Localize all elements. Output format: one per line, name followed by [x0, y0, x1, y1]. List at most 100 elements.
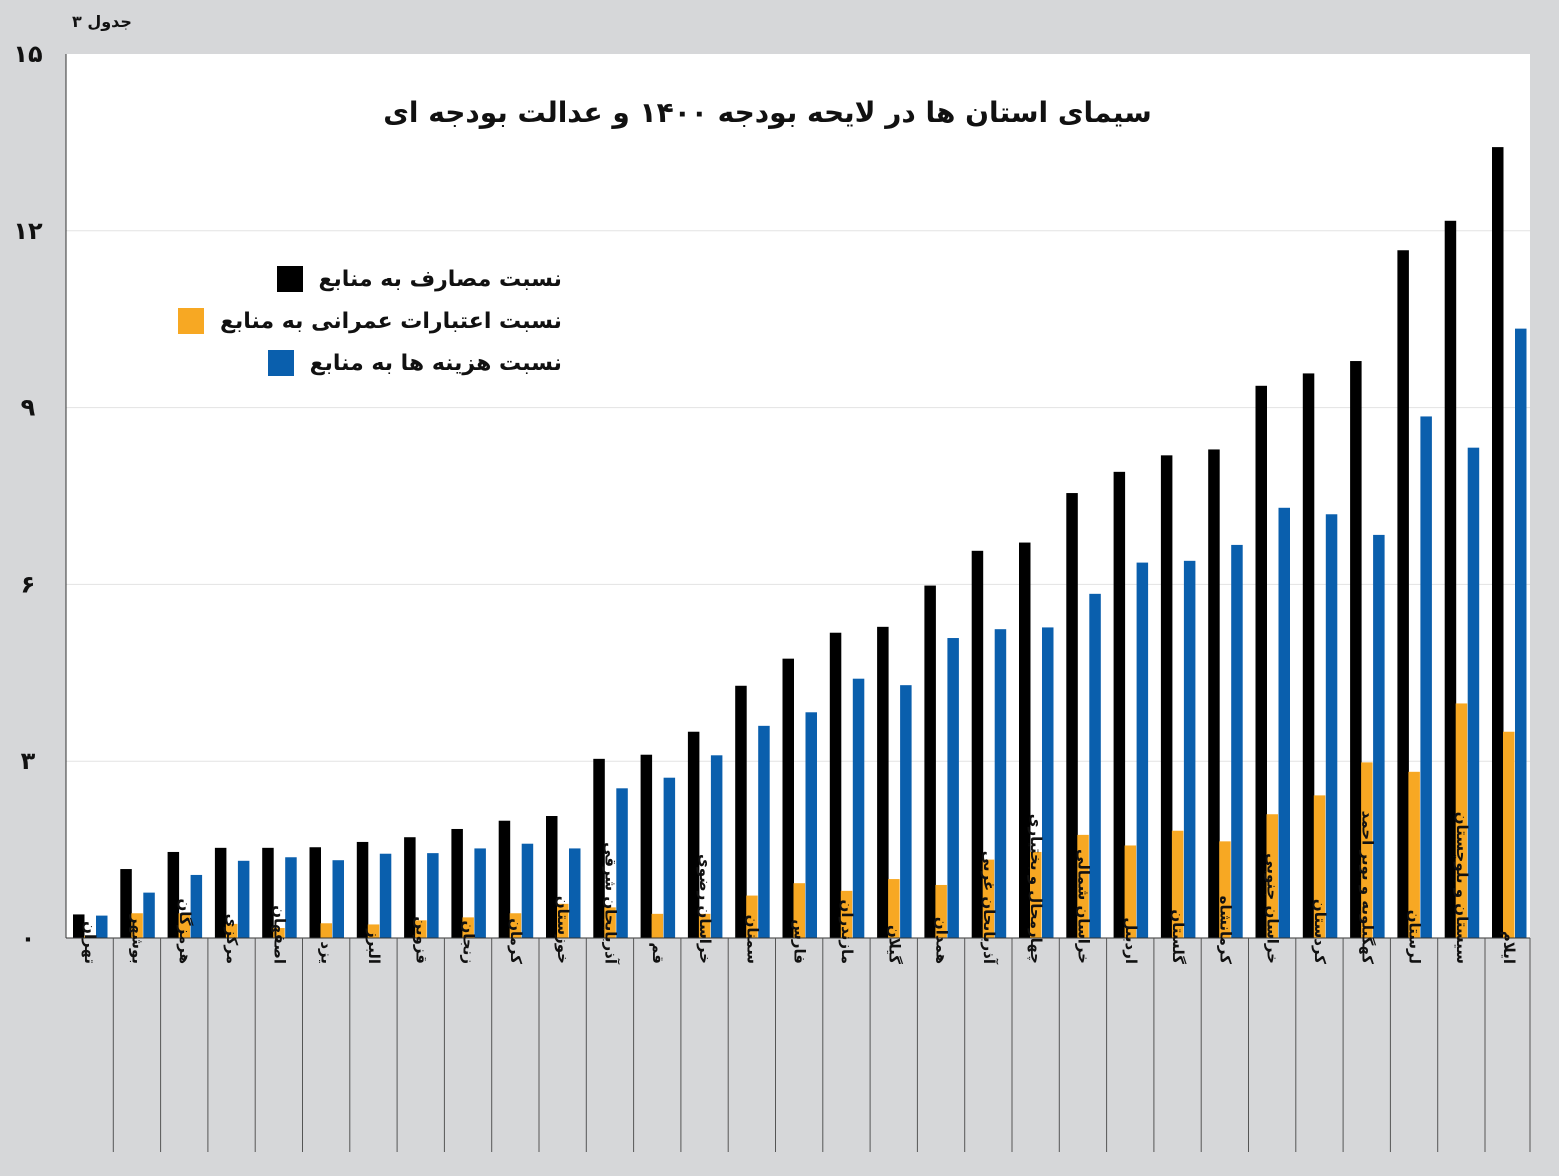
bar: [498, 820, 511, 938]
bar: [451, 828, 463, 938]
x-tick-label: خراسان رضوی: [696, 854, 714, 964]
x-tick-label: زنجان: [460, 920, 478, 964]
x-tick-label: خوزستان: [554, 896, 572, 964]
bar: [262, 847, 274, 938]
bar: [1183, 560, 1196, 938]
bar: [1350, 361, 1362, 938]
legend-swatch-blue: [267, 350, 294, 376]
x-tick-label: چهارمحال و بختیاری: [1026, 814, 1045, 964]
x-tick-label: البرز: [365, 928, 383, 964]
bar: [367, 924, 380, 938]
bar: [1492, 147, 1504, 938]
x-tick-label: کهگیلویه و بویر احمد: [1358, 811, 1376, 965]
bar: [1113, 471, 1126, 938]
bar: [1373, 534, 1385, 938]
chart-title: سیمای استان ها در لایحه بودجه ۱۴۰۰ و عدا…: [383, 96, 1152, 129]
legend: نسبت مصارف به منابع نسبت اعتبارات عمرانی…: [178, 258, 562, 384]
legend-item-costs: نسبت هزینه ها به منابع: [178, 342, 562, 384]
bar: [1444, 220, 1457, 939]
x-tick-label: همدان: [933, 917, 951, 964]
bar: [1219, 841, 1231, 938]
x-tick-label: فارس: [791, 919, 809, 964]
bar: [735, 685, 747, 938]
bar: [427, 853, 439, 938]
bar: [190, 874, 203, 938]
legend-swatch-orange: [178, 308, 204, 334]
x-tick-label: کرمان: [507, 918, 525, 964]
x-tick-label: خراسان جنوبی: [1264, 853, 1282, 964]
bar: [663, 777, 676, 938]
legend-item-construction: نسبت اعتبارات عمرانی به منابع: [178, 300, 562, 342]
bar: [1089, 593, 1101, 938]
bar: [1467, 447, 1480, 938]
bar: [935, 884, 947, 938]
bar: [971, 550, 984, 938]
bar: [1266, 814, 1278, 938]
bar: [982, 859, 995, 938]
x-tick-label: مازندران: [838, 900, 856, 964]
bar: [1171, 830, 1184, 938]
bar: [237, 860, 250, 938]
bar: [521, 843, 534, 938]
bar: [1255, 385, 1267, 938]
bar: [143, 892, 155, 938]
x-tick-label: مرکزی: [223, 914, 241, 964]
bar: [1030, 851, 1042, 938]
bar: [84, 936, 96, 938]
x-tick-label: بوشهر: [128, 914, 146, 964]
y-tick-label: ۰: [21, 924, 36, 952]
bar: [1077, 834, 1089, 938]
bar: [758, 725, 770, 938]
bar: [994, 629, 1007, 938]
bar: [1160, 455, 1173, 938]
x-tick-label: قزوین: [412, 916, 430, 964]
bar: [1408, 771, 1420, 938]
bar: [793, 883, 805, 938]
x-tick-label: آذربایجان غربی: [980, 851, 998, 965]
bar: [225, 923, 238, 938]
bar: [1066, 493, 1078, 938]
bar: [947, 638, 959, 938]
bar: [1124, 845, 1137, 938]
bar: [900, 685, 912, 938]
x-tick-label: یزد: [318, 941, 336, 964]
bar: [1136, 562, 1149, 938]
bar: [96, 915, 108, 938]
bar: [1420, 416, 1432, 938]
legend-item-expenditure: نسبت مصارف به منابع: [178, 258, 562, 300]
bar: [120, 869, 132, 938]
bar: [616, 788, 628, 938]
bar: [474, 848, 486, 938]
bar: [829, 632, 842, 938]
bar: [167, 851, 180, 938]
bar: [546, 816, 558, 938]
x-tick-label: قم: [649, 942, 667, 964]
x-tick-label: تهران: [81, 921, 99, 964]
bar: [1313, 795, 1326, 938]
bar: [1208, 449, 1220, 938]
x-tick-label: گلستان: [1169, 909, 1187, 964]
bar: [840, 890, 853, 938]
bar: [73, 914, 85, 938]
bar: [604, 907, 616, 938]
bar: [1361, 762, 1373, 938]
bar: [746, 895, 758, 938]
bar: [888, 879, 900, 938]
bar: [178, 913, 191, 938]
y-tick-label: ۹: [21, 394, 36, 422]
legend-label: نسبت اعتبارات عمرانی به منابع: [220, 308, 562, 334]
bar: [273, 927, 285, 938]
bar: [1042, 627, 1054, 938]
bar: [214, 847, 227, 938]
bar: [404, 837, 416, 938]
x-tick-label: خراسان شمالی: [1074, 849, 1092, 964]
legend-label: نسبت مصارف به منابع: [318, 266, 562, 292]
bar: [1515, 328, 1527, 938]
bar: [651, 913, 664, 938]
x-tick-label: لرستان: [1406, 910, 1424, 964]
bar: [557, 903, 569, 938]
bar: [782, 658, 794, 938]
bar: [640, 754, 653, 938]
